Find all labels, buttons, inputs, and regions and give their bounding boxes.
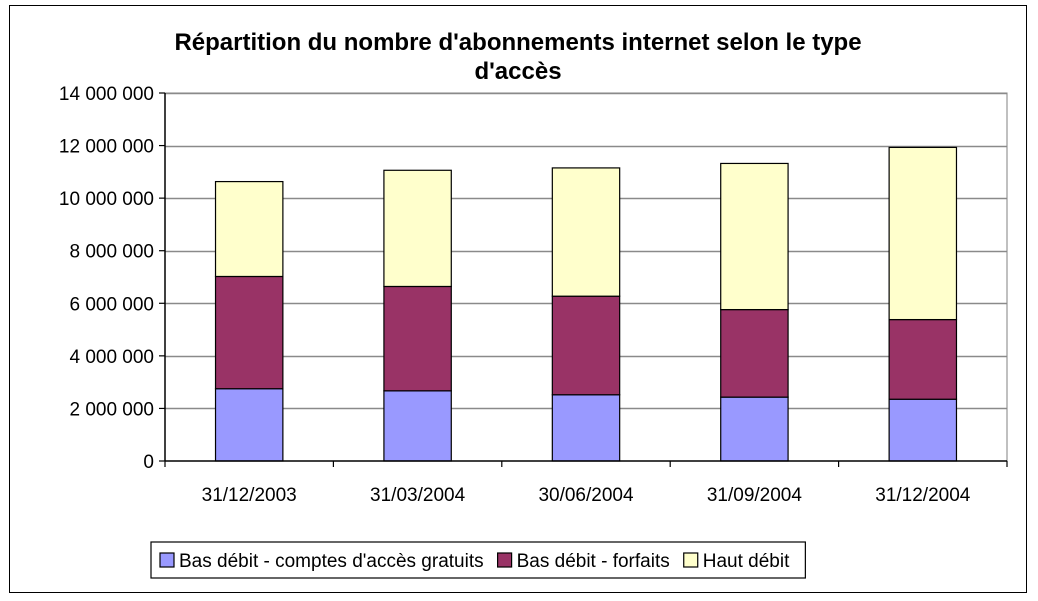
bar-segment-2-3 bbox=[551, 295, 621, 396]
bars bbox=[214, 146, 958, 462]
bar-segment-3-2 bbox=[383, 169, 452, 288]
bar-segment-3-5 bbox=[888, 146, 958, 321]
y-tick-label-4: 8 000 000 bbox=[69, 242, 154, 263]
bar-segment-1-2 bbox=[383, 390, 452, 462]
x-tick-label-3: 30/06/2004 bbox=[538, 485, 634, 506]
y-tick-label-6: 12 000 000 bbox=[59, 137, 154, 158]
bar-segment-3-3 bbox=[551, 167, 621, 297]
x-tick-label-1: 31/12/2003 bbox=[202, 485, 297, 506]
legend-swatch-2 bbox=[497, 552, 513, 568]
legend: Bas débit - comptes d'accès gratuits Bas … bbox=[150, 541, 806, 579]
chart-title-line-1: Répartition du nombre d'abonnements inte… bbox=[174, 29, 861, 56]
y-tick-labels: 0 2 000 000 4 000 000 6 000 000 8 000 000 10 … bbox=[59, 84, 154, 473]
legend-swatch-3 bbox=[683, 552, 699, 568]
x-tick-label-4: 31/09/2004 bbox=[707, 485, 803, 506]
bar-segment-3-1 bbox=[214, 180, 284, 278]
bar-segment-1-1 bbox=[214, 388, 284, 462]
axes bbox=[159, 92, 1008, 467]
y-tick-label-5: 10 000 000 bbox=[59, 189, 154, 210]
x-tick-label-5: 31/12/2004 bbox=[875, 485, 971, 506]
bar-segment-1-4 bbox=[720, 396, 789, 462]
bar-segment-3-4 bbox=[720, 162, 789, 311]
y-tick-label-7: 14 000 000 bbox=[59, 84, 154, 105]
y-tick-label-2: 4 000 000 bbox=[69, 347, 154, 368]
chart-title-line-2: d'accès bbox=[474, 58, 561, 85]
x-tick-label-2: 31/03/2004 bbox=[370, 485, 466, 506]
y-tick-label-1: 2 000 000 bbox=[69, 399, 154, 420]
bar-segment-2-1 bbox=[214, 275, 284, 390]
y-tick-label-3: 6 000 000 bbox=[69, 294, 154, 315]
chart-frame: Répartition du nombre d'abonnements inte… bbox=[9, 5, 1027, 593]
bar-segment-2-5 bbox=[888, 318, 958, 400]
legend-swatch-1 bbox=[159, 552, 175, 568]
legend-label-3: Haut débit bbox=[703, 551, 790, 572]
x-tick-labels: 31/12/2003 31/03/2004 30/06/2004 31/09/2004… bbox=[202, 485, 971, 506]
stacked-bar-chart: Répartition du nombre d'abonnements inte… bbox=[59, 29, 1008, 579]
legend-label-1: Bas débit - comptes d'accès gratuits bbox=[179, 551, 484, 572]
bar-segment-2-2 bbox=[383, 285, 452, 392]
bar-segment-1-5 bbox=[888, 398, 958, 462]
bar-segment-2-4 bbox=[720, 308, 789, 398]
legend-label-2: Bas débit - forfaits bbox=[517, 551, 670, 572]
y-tick-label-0: 0 bbox=[143, 452, 154, 473]
chart-title: Répartition du nombre d'abonnements inte… bbox=[174, 29, 861, 85]
bar-segment-1-3 bbox=[551, 394, 621, 462]
